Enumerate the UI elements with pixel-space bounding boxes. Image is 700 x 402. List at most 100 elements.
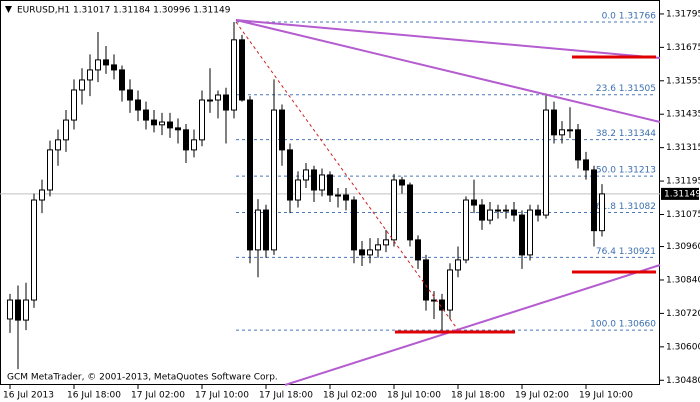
candle-body bbox=[95, 59, 101, 71]
candle-body bbox=[263, 209, 269, 251]
candle-body bbox=[231, 39, 237, 111]
candle-body bbox=[463, 199, 469, 261]
trend-line bbox=[235, 19, 661, 123]
candle-body bbox=[551, 109, 557, 136]
x-tick-label: 17 Jul 18:00 bbox=[259, 391, 313, 401]
drawing-objects bbox=[235, 19, 661, 386]
candle-body bbox=[479, 204, 485, 221]
y-tick-label: 1.30840 bbox=[666, 275, 700, 285]
candle-body bbox=[119, 69, 125, 91]
price-tag-bg bbox=[661, 187, 699, 200]
y-tick-label: 1.31795 bbox=[666, 9, 700, 19]
candle-body bbox=[303, 169, 309, 181]
x-tick-label: 16 Jul 2013 bbox=[3, 391, 54, 401]
candle-body bbox=[191, 139, 197, 151]
x-tick-label: 18 Jul 18:00 bbox=[451, 391, 505, 401]
candle-body bbox=[495, 209, 501, 212]
footer: GCM MetaTrader, © 2001-2013, MetaQuotes … bbox=[7, 373, 278, 383]
candle-body bbox=[423, 259, 429, 301]
candle-body bbox=[327, 174, 333, 196]
x-tick-label: 18 Jul 02:00 bbox=[323, 391, 377, 401]
candle-body bbox=[527, 209, 533, 256]
candle-body bbox=[159, 121, 165, 126]
candle-body bbox=[175, 127, 181, 131]
fibo-label: 23.6 1.31505 bbox=[596, 84, 656, 94]
candle-body bbox=[215, 94, 221, 101]
y-tick-label: 1.31075 bbox=[666, 210, 700, 220]
y-tick-label: 1.31555 bbox=[666, 76, 700, 86]
candle-body bbox=[559, 129, 565, 136]
candle-body bbox=[183, 129, 189, 151]
candle-body bbox=[151, 119, 157, 126]
candle-body bbox=[103, 59, 109, 66]
y-tick-label: 1.31435 bbox=[666, 110, 700, 120]
y-tick-label: 1.31315 bbox=[666, 143, 700, 153]
candle-body bbox=[127, 89, 133, 101]
fibo-label: 0.0 1.31766 bbox=[602, 12, 657, 22]
candles bbox=[7, 22, 605, 370]
fibo-label: 100.0 1.30660 bbox=[590, 320, 656, 330]
x-tick-label: 19 Jul 02:00 bbox=[515, 391, 569, 401]
x-tick-label: 17 Jul 02:00 bbox=[131, 391, 185, 401]
chart-title: EURUSD,H1 1.31017 1.31184 1.30996 1.3114… bbox=[17, 6, 231, 16]
x-tick-label: 18 Jul 10:00 bbox=[387, 391, 441, 401]
candle-body bbox=[143, 109, 149, 121]
candle-body bbox=[567, 129, 573, 132]
candle-body bbox=[311, 169, 317, 191]
candle-body bbox=[87, 69, 93, 81]
candle-body bbox=[391, 179, 397, 241]
candle-body bbox=[335, 194, 341, 197]
y-tick-label: 1.30720 bbox=[666, 309, 700, 319]
candle-body bbox=[287, 149, 293, 201]
candle-body bbox=[575, 129, 581, 161]
candle-body bbox=[415, 239, 421, 261]
candle-body bbox=[407, 184, 413, 241]
candle-body bbox=[431, 299, 437, 302]
x-tick-label: 16 Jul 18:00 bbox=[67, 391, 121, 401]
x-tick-label: 17 Jul 10:00 bbox=[195, 391, 249, 401]
fibo-label: 61.8 1.31082 bbox=[596, 202, 656, 212]
candle-body bbox=[47, 149, 53, 191]
candle-body bbox=[207, 99, 213, 102]
candle-body bbox=[583, 159, 589, 171]
candle-body bbox=[487, 209, 493, 221]
candle-body bbox=[39, 189, 45, 201]
candle-body bbox=[367, 249, 373, 256]
candle-body bbox=[271, 109, 277, 251]
candle-body bbox=[399, 179, 405, 186]
fibo-label: 38.2 1.31344 bbox=[596, 129, 656, 139]
candle-body bbox=[295, 179, 301, 201]
candle-body bbox=[447, 269, 453, 311]
candle-body bbox=[343, 194, 349, 201]
candle-body bbox=[455, 259, 461, 271]
candle-body bbox=[247, 99, 253, 251]
candle-body bbox=[223, 94, 229, 111]
candle-body bbox=[351, 199, 357, 251]
candle-body bbox=[23, 299, 29, 321]
fibonacci: 0.0 1.31766 23.6 1.31505 38.2 1.31344 50.0 … bbox=[0, 12, 660, 331]
candle-body bbox=[63, 119, 69, 141]
y-tick-label: 1.30960 bbox=[666, 242, 700, 252]
candle-body bbox=[71, 89, 77, 121]
candle-body bbox=[375, 244, 381, 251]
y-tick-label: 1.31675 bbox=[666, 43, 700, 53]
y-tick-label: 1.30600 bbox=[666, 342, 700, 352]
candle-body bbox=[599, 193, 605, 232]
candle-body bbox=[111, 64, 117, 71]
candle-body bbox=[55, 139, 61, 151]
candle-body bbox=[503, 209, 509, 212]
price-tag: 1.31149 bbox=[664, 189, 700, 199]
candle-body bbox=[135, 99, 141, 111]
candle-body bbox=[239, 39, 245, 101]
y-tick-label: 1.30480 bbox=[666, 376, 700, 386]
candle-body bbox=[543, 109, 549, 216]
candle-body bbox=[79, 79, 85, 91]
candle-body bbox=[199, 99, 205, 141]
trend-line bbox=[284, 264, 661, 386]
candle-body bbox=[471, 199, 477, 206]
fibo-label: 76.4 1.30921 bbox=[596, 247, 656, 257]
title-icon bbox=[5, 6, 12, 13]
x-tick-label: 19 Jul 10:00 bbox=[579, 391, 633, 401]
